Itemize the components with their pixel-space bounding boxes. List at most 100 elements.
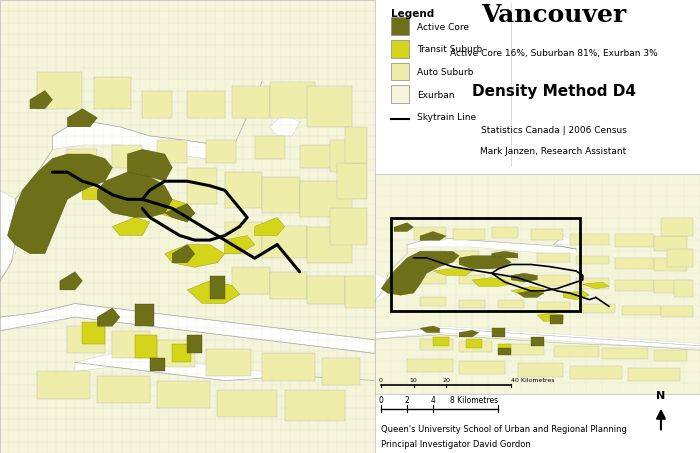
Polygon shape xyxy=(420,231,446,240)
Bar xyxy=(307,86,352,127)
Bar xyxy=(414,227,446,240)
Bar xyxy=(83,322,105,344)
Polygon shape xyxy=(407,238,576,254)
Bar xyxy=(550,315,564,324)
Bar xyxy=(498,275,524,284)
Bar xyxy=(38,371,90,399)
Bar xyxy=(67,326,105,353)
Bar xyxy=(654,258,687,271)
Text: Skytrain Line: Skytrain Line xyxy=(416,113,476,122)
Text: Density Method D4: Density Method D4 xyxy=(472,84,636,99)
Bar xyxy=(142,91,172,118)
Bar xyxy=(391,218,580,311)
Bar xyxy=(576,278,609,289)
Bar xyxy=(407,359,453,372)
Polygon shape xyxy=(511,286,544,295)
Bar xyxy=(270,272,307,299)
Bar xyxy=(491,251,518,260)
Text: 8 Kilometres: 8 Kilometres xyxy=(450,396,498,405)
Bar xyxy=(538,302,570,311)
Polygon shape xyxy=(381,251,459,295)
Bar xyxy=(225,172,262,208)
Polygon shape xyxy=(112,217,150,236)
Bar xyxy=(570,366,622,379)
Bar xyxy=(576,255,609,265)
Bar xyxy=(498,348,511,355)
Polygon shape xyxy=(52,122,232,159)
Bar xyxy=(300,181,352,217)
Bar xyxy=(674,280,694,298)
Polygon shape xyxy=(127,149,172,181)
Bar xyxy=(453,229,485,240)
Bar xyxy=(217,390,277,417)
Bar xyxy=(583,304,615,313)
Text: Queen's University School of Urban and Regional Planning: Queen's University School of Urban and R… xyxy=(381,425,627,434)
Text: 0: 0 xyxy=(379,378,383,383)
Bar xyxy=(661,218,694,236)
Polygon shape xyxy=(8,154,112,254)
Polygon shape xyxy=(172,245,195,263)
Polygon shape xyxy=(433,269,472,275)
Polygon shape xyxy=(374,326,700,348)
Bar xyxy=(531,337,544,346)
Polygon shape xyxy=(394,223,414,231)
Polygon shape xyxy=(0,190,22,281)
FancyBboxPatch shape xyxy=(391,86,409,103)
Polygon shape xyxy=(511,273,538,282)
Text: 0: 0 xyxy=(379,396,384,405)
Polygon shape xyxy=(255,82,270,109)
Bar xyxy=(188,91,225,118)
Text: Active Core: Active Core xyxy=(416,23,469,32)
Bar xyxy=(570,234,609,245)
Bar xyxy=(518,363,564,376)
Bar xyxy=(262,226,307,258)
Bar xyxy=(262,177,300,213)
Bar xyxy=(629,368,680,381)
Bar xyxy=(491,328,505,337)
Polygon shape xyxy=(30,91,52,109)
Polygon shape xyxy=(564,291,589,299)
Bar xyxy=(453,251,479,262)
Bar xyxy=(420,251,446,262)
Polygon shape xyxy=(518,291,544,298)
FancyBboxPatch shape xyxy=(391,18,409,35)
Bar xyxy=(38,72,83,109)
Bar xyxy=(112,331,150,358)
Bar xyxy=(459,342,491,352)
Bar xyxy=(135,335,158,358)
Bar xyxy=(225,222,262,254)
Text: 40 Kilometres: 40 Kilometres xyxy=(511,378,554,383)
Polygon shape xyxy=(0,304,374,353)
Bar xyxy=(112,145,142,168)
Bar xyxy=(459,361,505,374)
Bar xyxy=(210,276,225,299)
Bar xyxy=(307,226,352,263)
Bar xyxy=(420,339,453,350)
Text: Legend: Legend xyxy=(391,9,434,19)
Text: Mark Janzen, Research Assistant: Mark Janzen, Research Assistant xyxy=(480,146,626,155)
Bar xyxy=(262,353,314,381)
Polygon shape xyxy=(97,308,120,326)
Polygon shape xyxy=(38,163,94,186)
Bar xyxy=(206,349,251,376)
Bar xyxy=(158,140,188,163)
Bar xyxy=(330,140,360,172)
Polygon shape xyxy=(459,330,479,337)
Bar xyxy=(531,229,564,240)
Bar xyxy=(97,376,150,403)
Bar xyxy=(538,254,570,262)
Polygon shape xyxy=(270,113,300,136)
Polygon shape xyxy=(583,282,609,289)
Bar xyxy=(135,304,153,326)
Bar xyxy=(459,275,485,284)
Bar xyxy=(172,344,191,362)
Polygon shape xyxy=(472,278,511,286)
Bar xyxy=(668,249,694,267)
Bar xyxy=(232,86,270,118)
Text: N: N xyxy=(657,391,666,401)
Polygon shape xyxy=(538,313,564,322)
Bar xyxy=(661,306,694,317)
Polygon shape xyxy=(83,181,195,222)
Text: 2: 2 xyxy=(405,396,409,405)
Text: 4: 4 xyxy=(430,396,435,405)
